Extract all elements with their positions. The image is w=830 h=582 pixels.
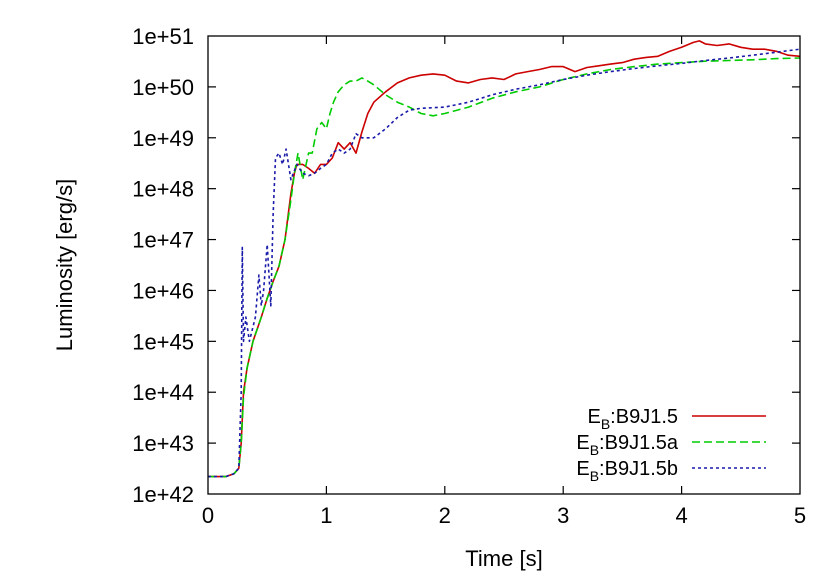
legend-label-3: EB:B9J1.5b	[576, 458, 678, 484]
x-tick-label: 2	[439, 503, 451, 528]
series-line-2	[208, 57, 801, 478]
y-axis-ticks: 1e+42 1e+43 1e+44 1e+45 1e+46 1e+47 1e+48 1e+49…	[132, 24, 800, 507]
x-tick-label: 3	[557, 503, 569, 528]
y-tick-label: 1e+46	[132, 278, 194, 303]
y-axis-title: Luminosity [erg/s]	[52, 179, 77, 351]
x-axis-ticks: 0 1 2 3 4 5	[202, 36, 806, 528]
x-tick-label: 0	[202, 503, 214, 528]
y-tick-label: 1e+43	[132, 431, 194, 456]
x-axis-title: Time [s]	[465, 546, 542, 571]
series-line-1	[208, 40, 801, 478]
series-layer	[208, 40, 801, 478]
y-tick-label: 1e+50	[132, 75, 194, 100]
y-tick-label: 1e+45	[132, 329, 194, 354]
y-tick-label: 1e+48	[132, 177, 194, 202]
y-tick-label: 1e+44	[132, 380, 194, 405]
plot-frame	[207, 35, 801, 495]
x-tick-label: 4	[675, 503, 687, 528]
y-tick-label: 1e+47	[132, 228, 194, 253]
legend-label-2: EB:B9J1.5a	[576, 432, 679, 458]
x-tick-label: 1	[320, 503, 332, 528]
x-tick-label: 5	[794, 503, 806, 528]
y-tick-label: 1e+51	[132, 24, 194, 49]
y-tick-label: 1e+42	[132, 482, 194, 507]
legend-label-1: EB:B9J1.5	[587, 406, 678, 432]
y-tick-label: 1e+49	[132, 126, 194, 151]
